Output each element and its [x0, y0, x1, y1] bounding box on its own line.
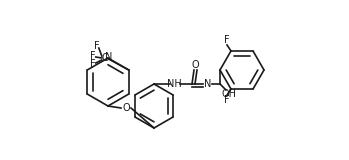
Text: NH: NH — [166, 79, 181, 89]
Text: F: F — [224, 35, 230, 45]
Text: F: F — [224, 95, 230, 105]
Text: O: O — [191, 60, 199, 70]
Text: F: F — [90, 59, 96, 69]
Text: F: F — [94, 41, 99, 51]
Text: N: N — [105, 52, 113, 62]
Text: O: O — [122, 103, 130, 113]
Text: N: N — [204, 79, 212, 89]
Text: OH: OH — [222, 89, 237, 99]
Text: C: C — [102, 53, 108, 63]
Text: F: F — [90, 51, 96, 61]
